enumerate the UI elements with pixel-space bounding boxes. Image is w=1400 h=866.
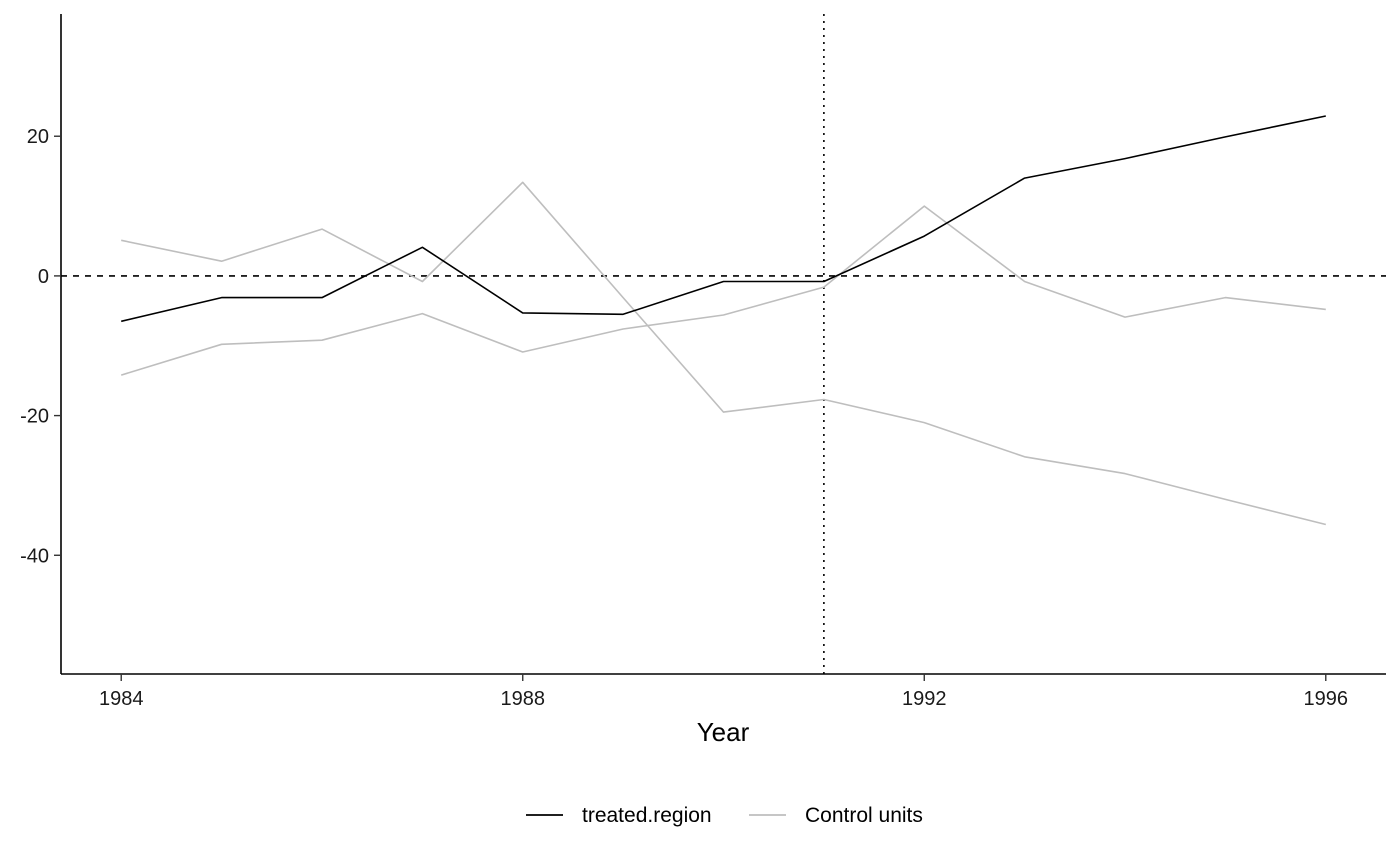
y-tick-label: 0 bbox=[38, 266, 49, 288]
x-tick-label: 1988 bbox=[500, 688, 545, 710]
axes bbox=[60, 14, 1386, 675]
series-line-treated-region bbox=[121, 115, 1326, 323]
x-tick-label: 1984 bbox=[99, 688, 144, 710]
series-layer bbox=[120, 115, 1326, 526]
x-tick-label: 1992 bbox=[902, 688, 947, 710]
x-tick-label: 1996 bbox=[1304, 688, 1349, 710]
tick-marks: 1984 1988 1992 1996 -40 -20 0 20 bbox=[20, 126, 1348, 710]
series-line-control-unit-1 bbox=[121, 181, 1326, 526]
y-tick-label: -20 bbox=[20, 406, 49, 428]
x-axis-title: Year bbox=[697, 717, 750, 747]
y-tick-label: 20 bbox=[27, 126, 49, 148]
series-line-control-unit-2 bbox=[120, 205, 1326, 376]
legend: treated.region Control units bbox=[526, 804, 923, 827]
legend-label-control-units: Control units bbox=[805, 804, 923, 827]
legend-label-treated-region: treated.region bbox=[582, 804, 712, 827]
y-tick-label: -40 bbox=[20, 545, 49, 567]
reference-lines bbox=[61, 14, 1386, 674]
